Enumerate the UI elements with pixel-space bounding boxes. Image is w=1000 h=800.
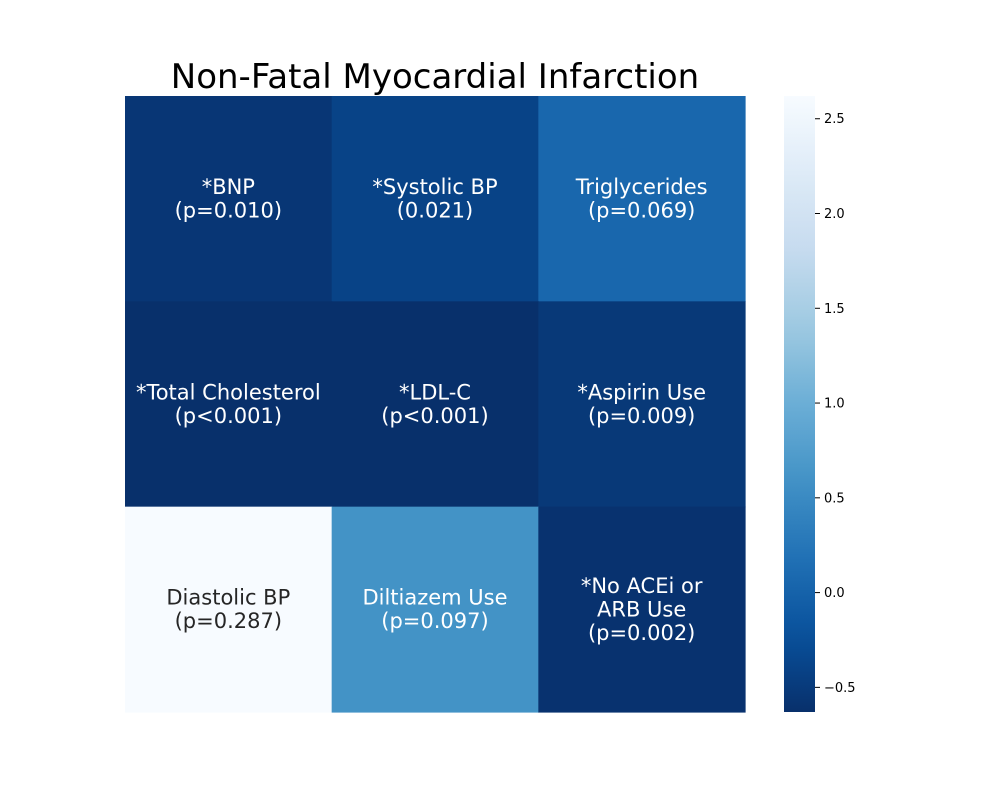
cell-annotation: *No ACEi or ARB Use (p=0.002) [581, 574, 703, 645]
cell-annotation-line: (p=0.002) [588, 621, 695, 645]
cell-annotation-line: (p<0.001) [175, 404, 282, 428]
colorbar-ticks: −0.5 0.0 0.5 1.0 1.5 2.0 2.5 [815, 112, 856, 696]
cell-annotation-line: (p=0.069) [588, 198, 695, 222]
heatmap-cell [331, 506, 539, 713]
cell-annotation-line: Diltiazem Use [362, 586, 507, 610]
heatmap-cell [331, 96, 539, 302]
colorbar-tick-label: 2.5 [824, 112, 845, 127]
cell-annotation-line: (p=0.009) [588, 404, 695, 428]
cell-annotation: *Total Cholesterol (p<0.001) [136, 380, 321, 428]
cell-annotation: *LDL-C (p<0.001) [381, 380, 488, 428]
cell-annotation: Diastolic BP (p=0.287) [166, 586, 290, 634]
cell-annotation: Triglycerides (p=0.069) [575, 175, 708, 223]
colorbar-tick-label: 2.0 [824, 207, 845, 222]
cell-annotation: *Aspirin Use (p=0.009) [577, 380, 706, 428]
cell-annotation-line: *BNP [202, 175, 255, 199]
cell-annotation-line: *Systolic BP [372, 175, 497, 199]
heatmap-cells: *BNP (p=0.010) *Systolic BP (0.021) Triglyce… [125, 96, 746, 713]
cell-annotation: *BNP (p=0.010) [175, 175, 282, 223]
heatmap-cell [125, 506, 333, 713]
cell-annotation: Diltiazem Use (p=0.097) [362, 586, 507, 634]
heatmap-cell [538, 301, 746, 508]
colorbar-tick-label: 0.5 [824, 491, 845, 506]
heatmap-cell [538, 96, 746, 302]
cell-annotation-line: *LDL-C [399, 380, 471, 404]
colorbar-tick-label: 1.0 [824, 397, 845, 412]
chart-title: Non-Fatal Myocardial Infarction [171, 57, 699, 97]
cell-annotation-line: (p=0.287) [175, 609, 282, 633]
cell-annotation-line: *Aspirin Use [577, 380, 706, 404]
cell-annotation-line: Diastolic BP [166, 586, 290, 610]
cell-annotation-line: *No ACEi or [581, 574, 703, 598]
colorbar-gradient [784, 96, 815, 712]
heatmap-cell [125, 301, 333, 508]
colorbar-tick-label: 0.0 [824, 586, 845, 601]
heatmap-cell [331, 301, 539, 508]
cell-annotation-line: *Total Cholesterol [136, 380, 321, 404]
cell-annotation-line: (0.021) [397, 198, 474, 222]
heatmap-cell [538, 506, 746, 713]
colorbar-tick-label: 1.5 [824, 302, 845, 317]
cell-annotation-line: (p=0.010) [175, 198, 282, 222]
cell-annotation: *Systolic BP (0.021) [372, 175, 497, 223]
colorbar: −0.5 0.0 0.5 1.0 1.5 2.0 2.5 [784, 96, 856, 712]
cell-annotation-line: Triglycerides [575, 175, 708, 199]
heatmap-cell [125, 96, 333, 302]
colorbar-tick-label: −0.5 [824, 681, 856, 696]
cell-annotation-line: (p<0.001) [381, 404, 488, 428]
cell-annotation-line: (p=0.097) [381, 609, 488, 633]
cell-annotation-line: ARB Use [597, 597, 686, 621]
